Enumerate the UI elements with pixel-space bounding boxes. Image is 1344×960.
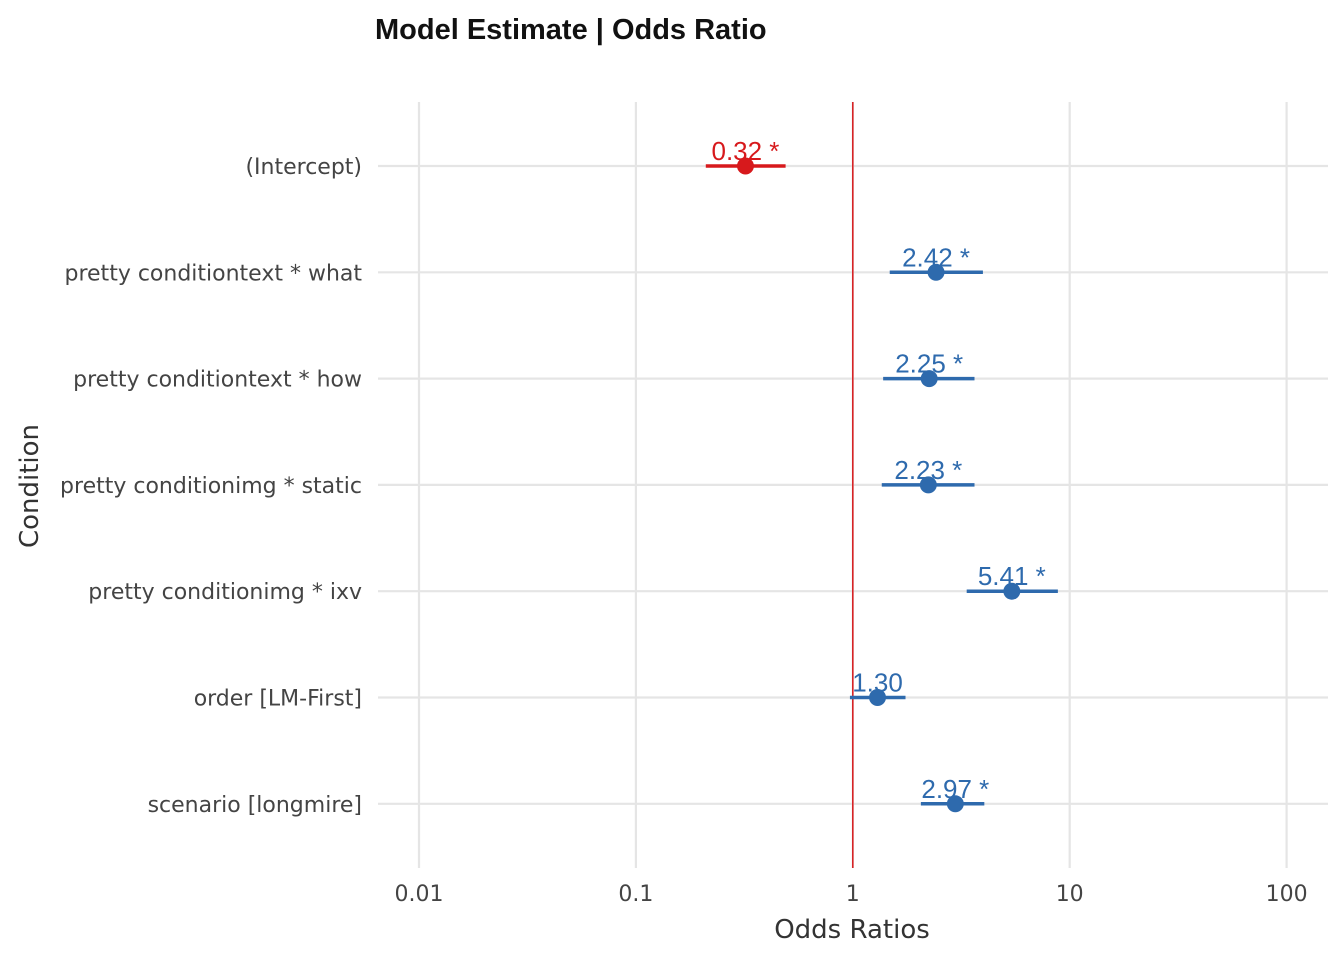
y-tick-label: (Intercept) <box>245 155 362 180</box>
estimate-point <box>927 263 945 281</box>
y-tick-label: order [LM-First] <box>194 687 362 712</box>
data-label: 2.25 * <box>895 349 963 379</box>
y-tick-label: pretty conditionimg * static <box>60 474 362 499</box>
y-tick-label: scenario [longmire] <box>148 793 362 818</box>
estimate-point <box>920 370 938 388</box>
marks: 0.32 * 2.42 * 2.25 * 2.23 * 5.41 * 1.30 2.97 * <box>705 136 1058 813</box>
x-tick-labels: 0.01 0.1 1 10 100 <box>395 882 1308 907</box>
x-tick-label: 0.1 <box>618 882 653 907</box>
data-label: 2.42 * <box>902 242 970 272</box>
estimate-point <box>919 476 937 494</box>
y-tick-label: pretty conditionimg * ixv <box>88 580 362 605</box>
estimate-point <box>946 795 964 813</box>
data-label: 1.30 <box>852 668 903 698</box>
chart-title: Model Estimate | Odds Ratio <box>375 14 767 46</box>
data-label: 2.97 * <box>921 774 989 804</box>
y-tick-label: pretty conditiontext * how <box>73 368 362 393</box>
estimate-point <box>1003 582 1021 600</box>
data-label: 2.23 * <box>894 455 962 485</box>
estimate-point <box>869 689 887 706</box>
x-tick-label: 10 <box>1056 882 1084 907</box>
y-axis-label: Condition <box>15 424 45 548</box>
y-tick-labels: (Intercept) pretty conditiontext * what pr… <box>60 155 362 818</box>
x-tick-label: 100 <box>1266 882 1308 907</box>
x-axis-label: Odds Ratios <box>774 915 930 945</box>
x-tick-label: 0.01 <box>395 882 444 907</box>
data-label: 0.32 * <box>711 136 779 166</box>
estimate-point <box>736 157 754 175</box>
y-tick-label: pretty conditiontext * what <box>65 261 363 286</box>
data-label: 5.41 * <box>978 561 1046 591</box>
x-tick-label: 1 <box>846 882 860 907</box>
